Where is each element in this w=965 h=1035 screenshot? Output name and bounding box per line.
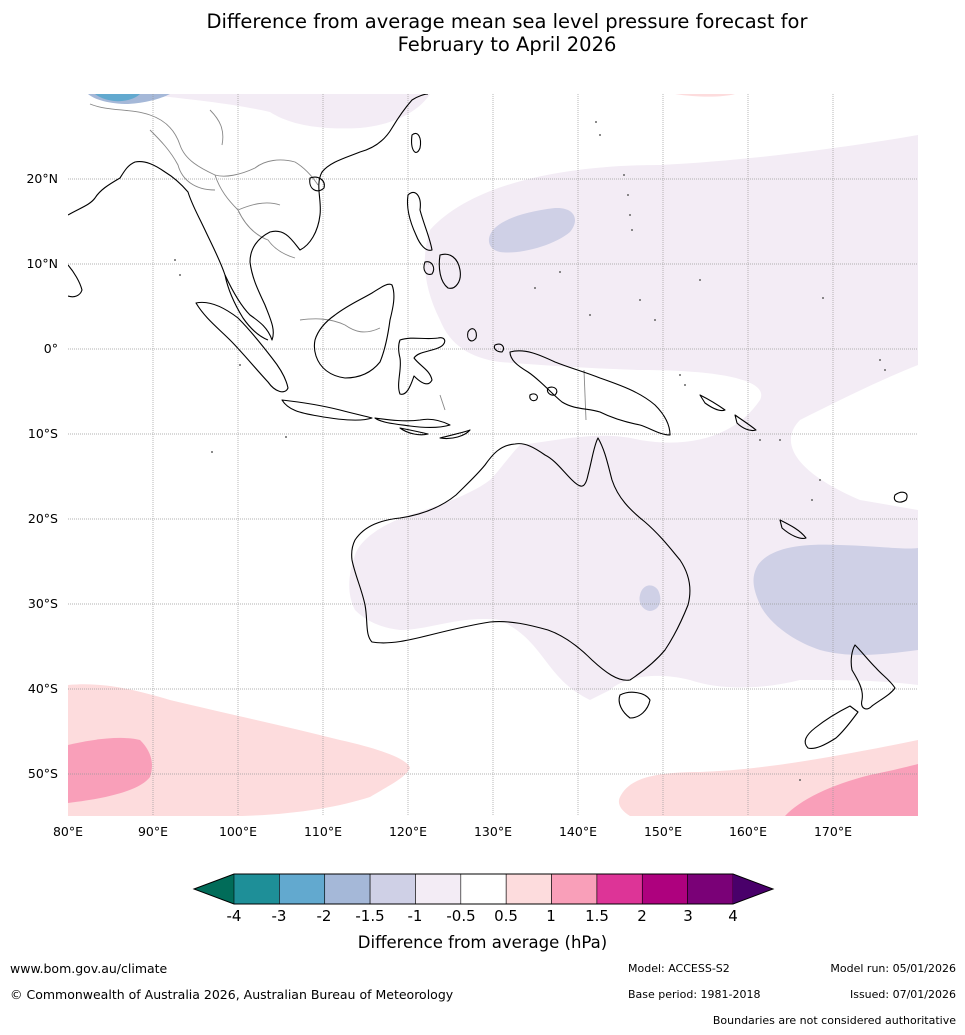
colorbar-cell [324,873,371,905]
colorbar-cell [415,873,462,905]
anomaly-neg1-to-neg1.5-tasman [753,544,918,655]
colorbar-cell [460,873,507,905]
sumatra-coastline [195,301,289,393]
colorbar-tick: 0.5 [494,907,518,925]
lon-label-120e: 120°E [389,824,427,839]
colorbar-tick: -1.5 [355,907,385,925]
colorbar-extend-high [733,874,773,904]
lon-label-130e: 130°E [474,824,512,839]
hainan-coastline [309,176,325,192]
graticule [68,94,918,816]
lat-label-10n: 10°N [26,256,58,271]
model-text: Model: ACCESS-S2 [628,962,730,975]
colorbar-tick: -4 [226,907,242,925]
disclaimer-text: Boundaries are not considered authoritat… [712,1014,956,1027]
tasmania-coastline [618,691,651,719]
colorbar-tick: 2 [637,907,647,925]
new-guinea-coastline [509,350,671,436]
map-title: Difference from average mean sea level p… [0,10,965,56]
lon-label-90e: 90°E [138,824,168,839]
latitude-labels: 20°N 10°N 0° 10°S 20°S 30°S 40°S 50°S [26,171,58,781]
lesser-sunda-coastline [374,417,451,428]
lat-label-30s: 30°S [28,596,58,611]
copyright-text: © Commonwealth of Australia 2026, Austra… [10,987,454,1002]
colorbar-tick: -3 [271,907,287,925]
colorbar-cell [233,873,280,905]
lon-label-110e: 110°E [304,824,342,839]
australia-coastline [351,437,691,681]
colorbar-tick: -0.5 [446,907,476,925]
new-caledonia-coastline [779,519,807,539]
website-link[interactable]: www.bom.gov.au/climate [10,961,168,976]
borneo-coastline [313,283,395,379]
lat-label-10s: 10°S [28,426,58,441]
colorbar-tick: 1 [546,907,556,925]
asia-coastline [68,94,429,341]
lon-label-80e: 80°E [53,824,83,839]
colorbar-tick: -2 [316,907,332,925]
anomaly-neg3-to-neg4-tibet [95,94,140,102]
colorbar-outline [192,873,775,905]
philippines-coastline [406,191,433,251]
lat-label-0: 0° [44,341,58,356]
model-run-text: Model run: 05/01/2026 [830,962,956,975]
small-islands [174,121,886,781]
lon-label-170e: 170°E [814,824,852,839]
anomaly-neg1-to-neg1.5-australia [639,585,661,611]
india-coastline [68,264,83,298]
anomaly-1-to-1.5-southern-ocean-west [68,737,152,803]
lon-label-100e: 100°E [219,824,257,839]
java-coastline [281,399,373,421]
lat-label-20s: 20°S [28,511,58,526]
map-plot-area [68,94,918,816]
colorbar-cell [505,873,552,905]
lat-label-50s: 50°S [28,766,58,781]
solomon-islands-coastline [699,394,726,412]
malay-peninsula-coastline [224,274,269,341]
coastlines [68,94,908,749]
lon-label-150e: 150°E [644,824,682,839]
new-zealand-north-coastline [850,644,896,710]
lat-label-20n: 20°N [26,171,58,186]
colorbar-tick: 4 [728,907,738,925]
lon-label-160e: 160°E [729,824,767,839]
anomaly-1-to-1.5-southern-ocean-east [785,764,918,816]
colorbar-tick: -1 [407,907,423,925]
anomaly-0.5-to-1-southern-ocean-west [68,684,410,816]
taiwan-coastline [411,132,422,153]
anomaly-neg-0.5-to-neg1-north [140,94,430,129]
longitude-labels: 80°E 90°E 100°E 110°E 120°E 130°E 140°E … [53,824,852,839]
colorbar-cell [596,873,643,905]
colorbar-cell [279,873,326,905]
colorbar-cell [687,873,734,905]
anomaly-neg1-to-neg1.5-philippine-sea [488,207,575,253]
colorbar-tick: 3 [683,907,693,925]
colorbar [192,873,775,905]
country-borders [89,103,587,421]
anomaly-0.5-to-1-north-pacific [675,94,735,97]
lat-label-40s: 40°S [28,681,58,696]
base-period-text: Base period: 1981-2018 [628,988,761,1001]
colorbar-cell [369,873,416,905]
new-zealand-south-coastline [804,705,859,749]
fiji-coastline [893,491,908,503]
lon-label-140e: 140°E [559,824,597,839]
colorbar-cell [641,873,688,905]
colorbar-extend-low [194,874,234,904]
title-line-1: Difference from average mean sea level p… [206,10,808,33]
sulawesi-coastline [397,337,446,395]
colorbar-tick: 1.5 [585,907,609,925]
issued-text: Issued: 07/01/2026 [849,988,956,1001]
title-line-2: February to April 2026 [397,33,617,56]
colorbar-label: Difference from average (hPa) [357,933,608,952]
colorbar-cell [551,873,598,905]
